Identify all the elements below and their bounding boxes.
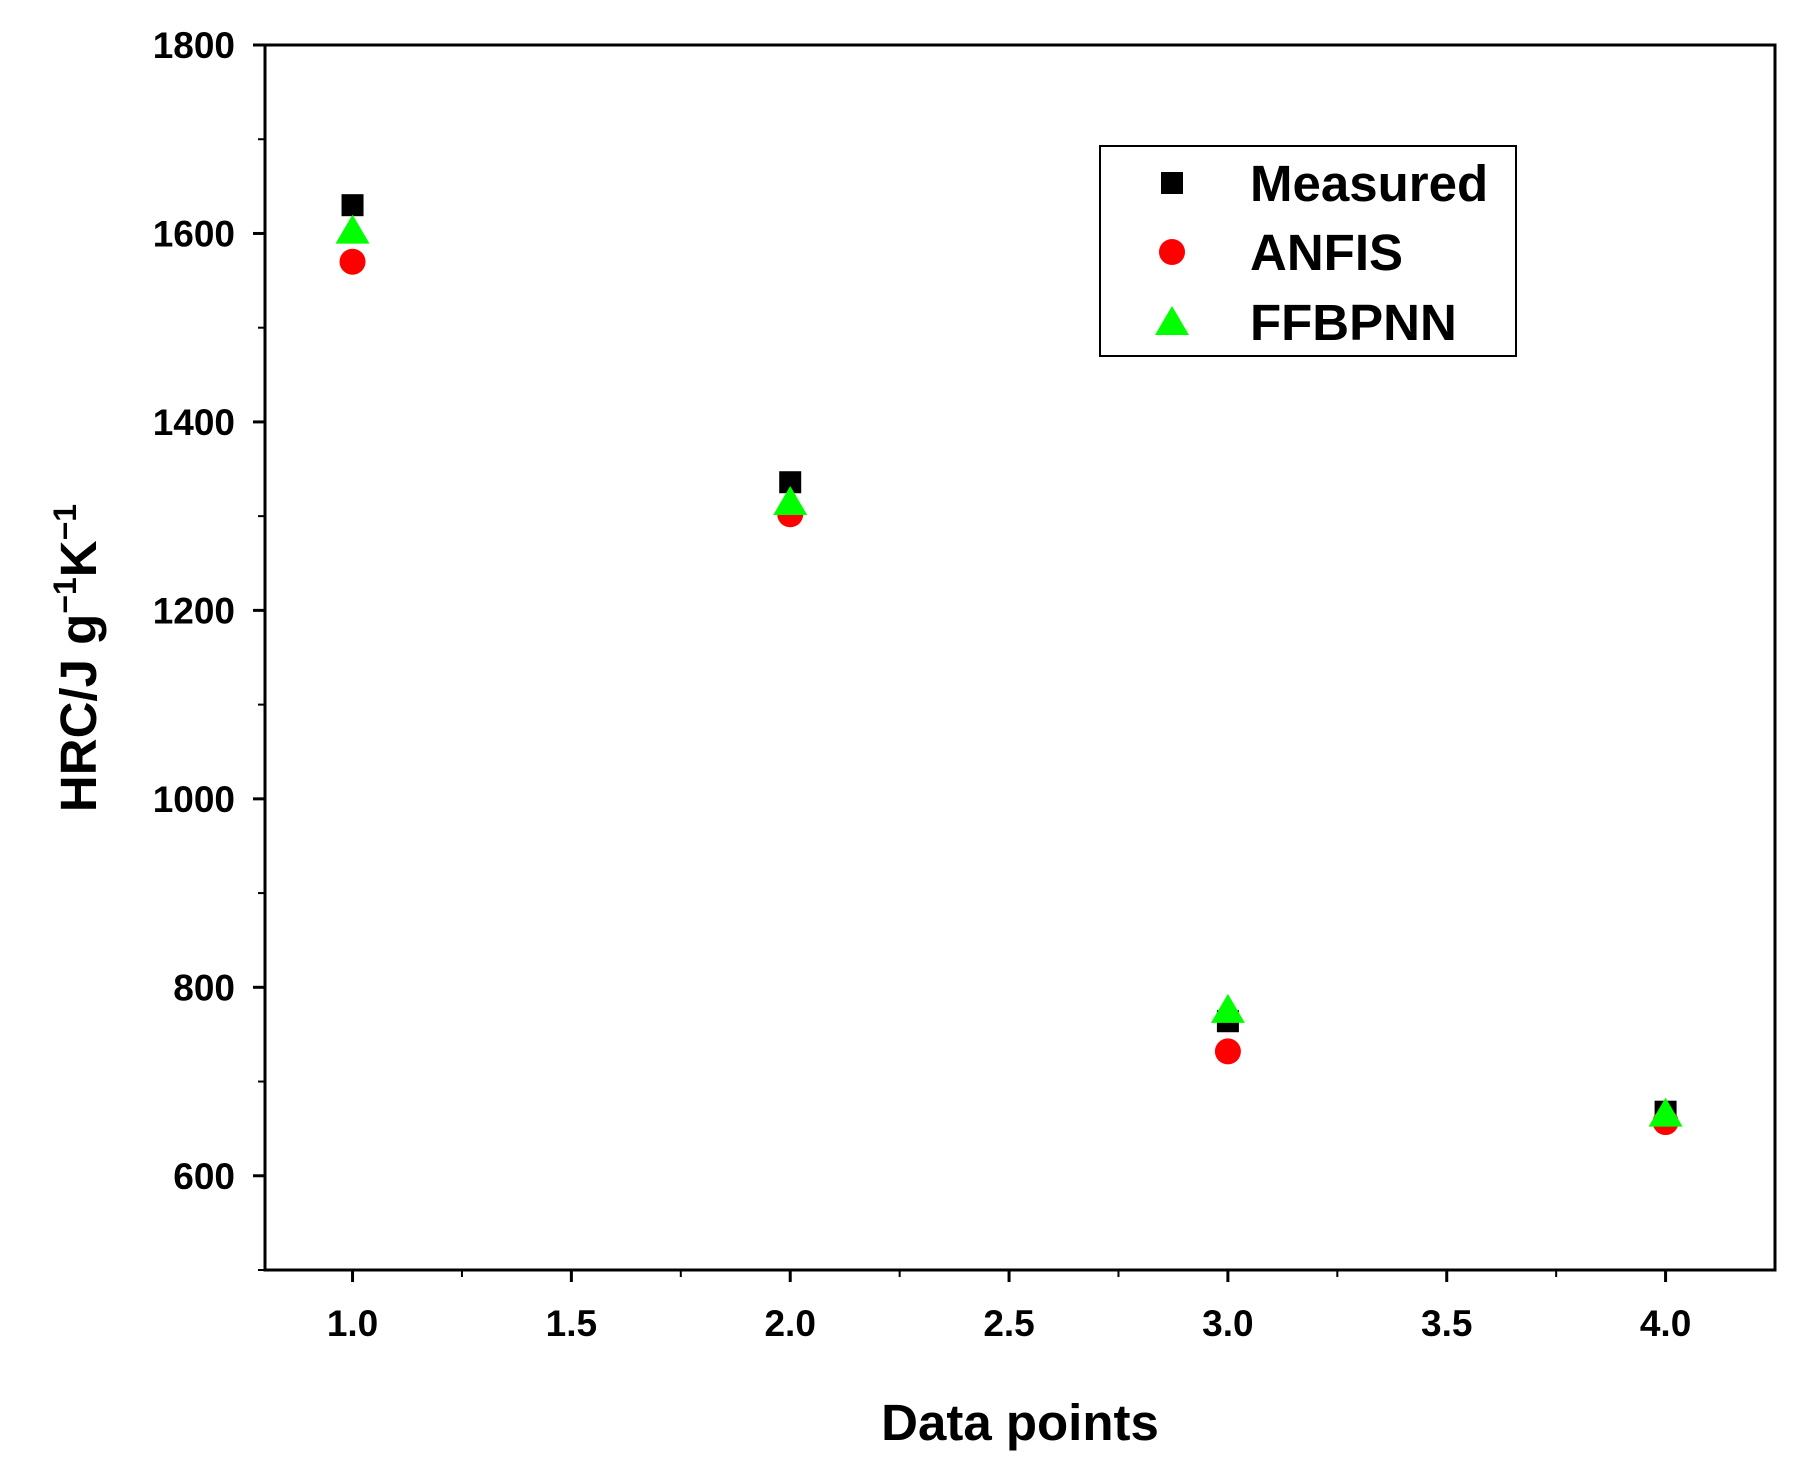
y-tick-label: 600: [173, 1156, 235, 1197]
x-tick-label: 2.5: [983, 1303, 1034, 1344]
data-point-ffbpnn: [773, 486, 808, 516]
legend-marker-measured: [1161, 172, 1183, 194]
data-point-ffbpnn: [1210, 993, 1245, 1023]
data-point-anfis: [339, 248, 366, 275]
plot-frame: [263, 43, 1777, 1272]
axes: 1.0 1.5 2.0 2.5 3.0 3.5 4.0 600 800 1000 1200 1400 1…: [153, 25, 1692, 1344]
legend-label-ffbpnn: FFBPNN: [1250, 294, 1457, 351]
x-tick-label: 1.0: [327, 1303, 378, 1344]
data-point-anfis: [1214, 1038, 1241, 1065]
y-axis-title-sup1: −1: [47, 577, 83, 613]
y-tick-label: 1200: [153, 590, 235, 631]
x-tick-label: 4.0: [1640, 1303, 1691, 1344]
x-tick-label: 3.0: [1202, 1303, 1253, 1344]
x-tick-label: 3.5: [1421, 1303, 1472, 1344]
y-tick-label: 1000: [153, 779, 235, 820]
x-axis-title: Data points: [881, 1394, 1159, 1451]
y-axis-title-sup2: −1: [47, 504, 83, 540]
legend-marker-ffbpnn: [1155, 306, 1189, 335]
legend-marker-anfis: [1159, 239, 1185, 265]
legend: Measured ANFIS FFBPNN: [1099, 145, 1517, 357]
y-axis-title-unit: K: [50, 540, 107, 577]
y-tick-label: 1600: [153, 213, 235, 254]
data-point-measured: [341, 194, 364, 217]
data-point-measured: [779, 471, 802, 494]
data-point-ffbpnn: [1648, 1097, 1683, 1127]
y-axis-title: HRC/J g−1K−1: [47, 504, 107, 812]
y-tick-label: 1400: [153, 402, 235, 443]
legend-label-anfis: ANFIS: [1250, 224, 1403, 281]
y-tick-label: 1800: [153, 25, 235, 66]
y-axis-title-base: HRC/J g: [50, 614, 107, 812]
x-tick-label: 1.5: [546, 1303, 597, 1344]
y-tick-label: 800: [173, 967, 235, 1008]
data-marks: [335, 194, 1683, 1136]
legend-label-measured: Measured: [1250, 155, 1488, 212]
x-tick-label: 2.0: [764, 1303, 815, 1344]
data-point-ffbpnn: [335, 214, 370, 244]
